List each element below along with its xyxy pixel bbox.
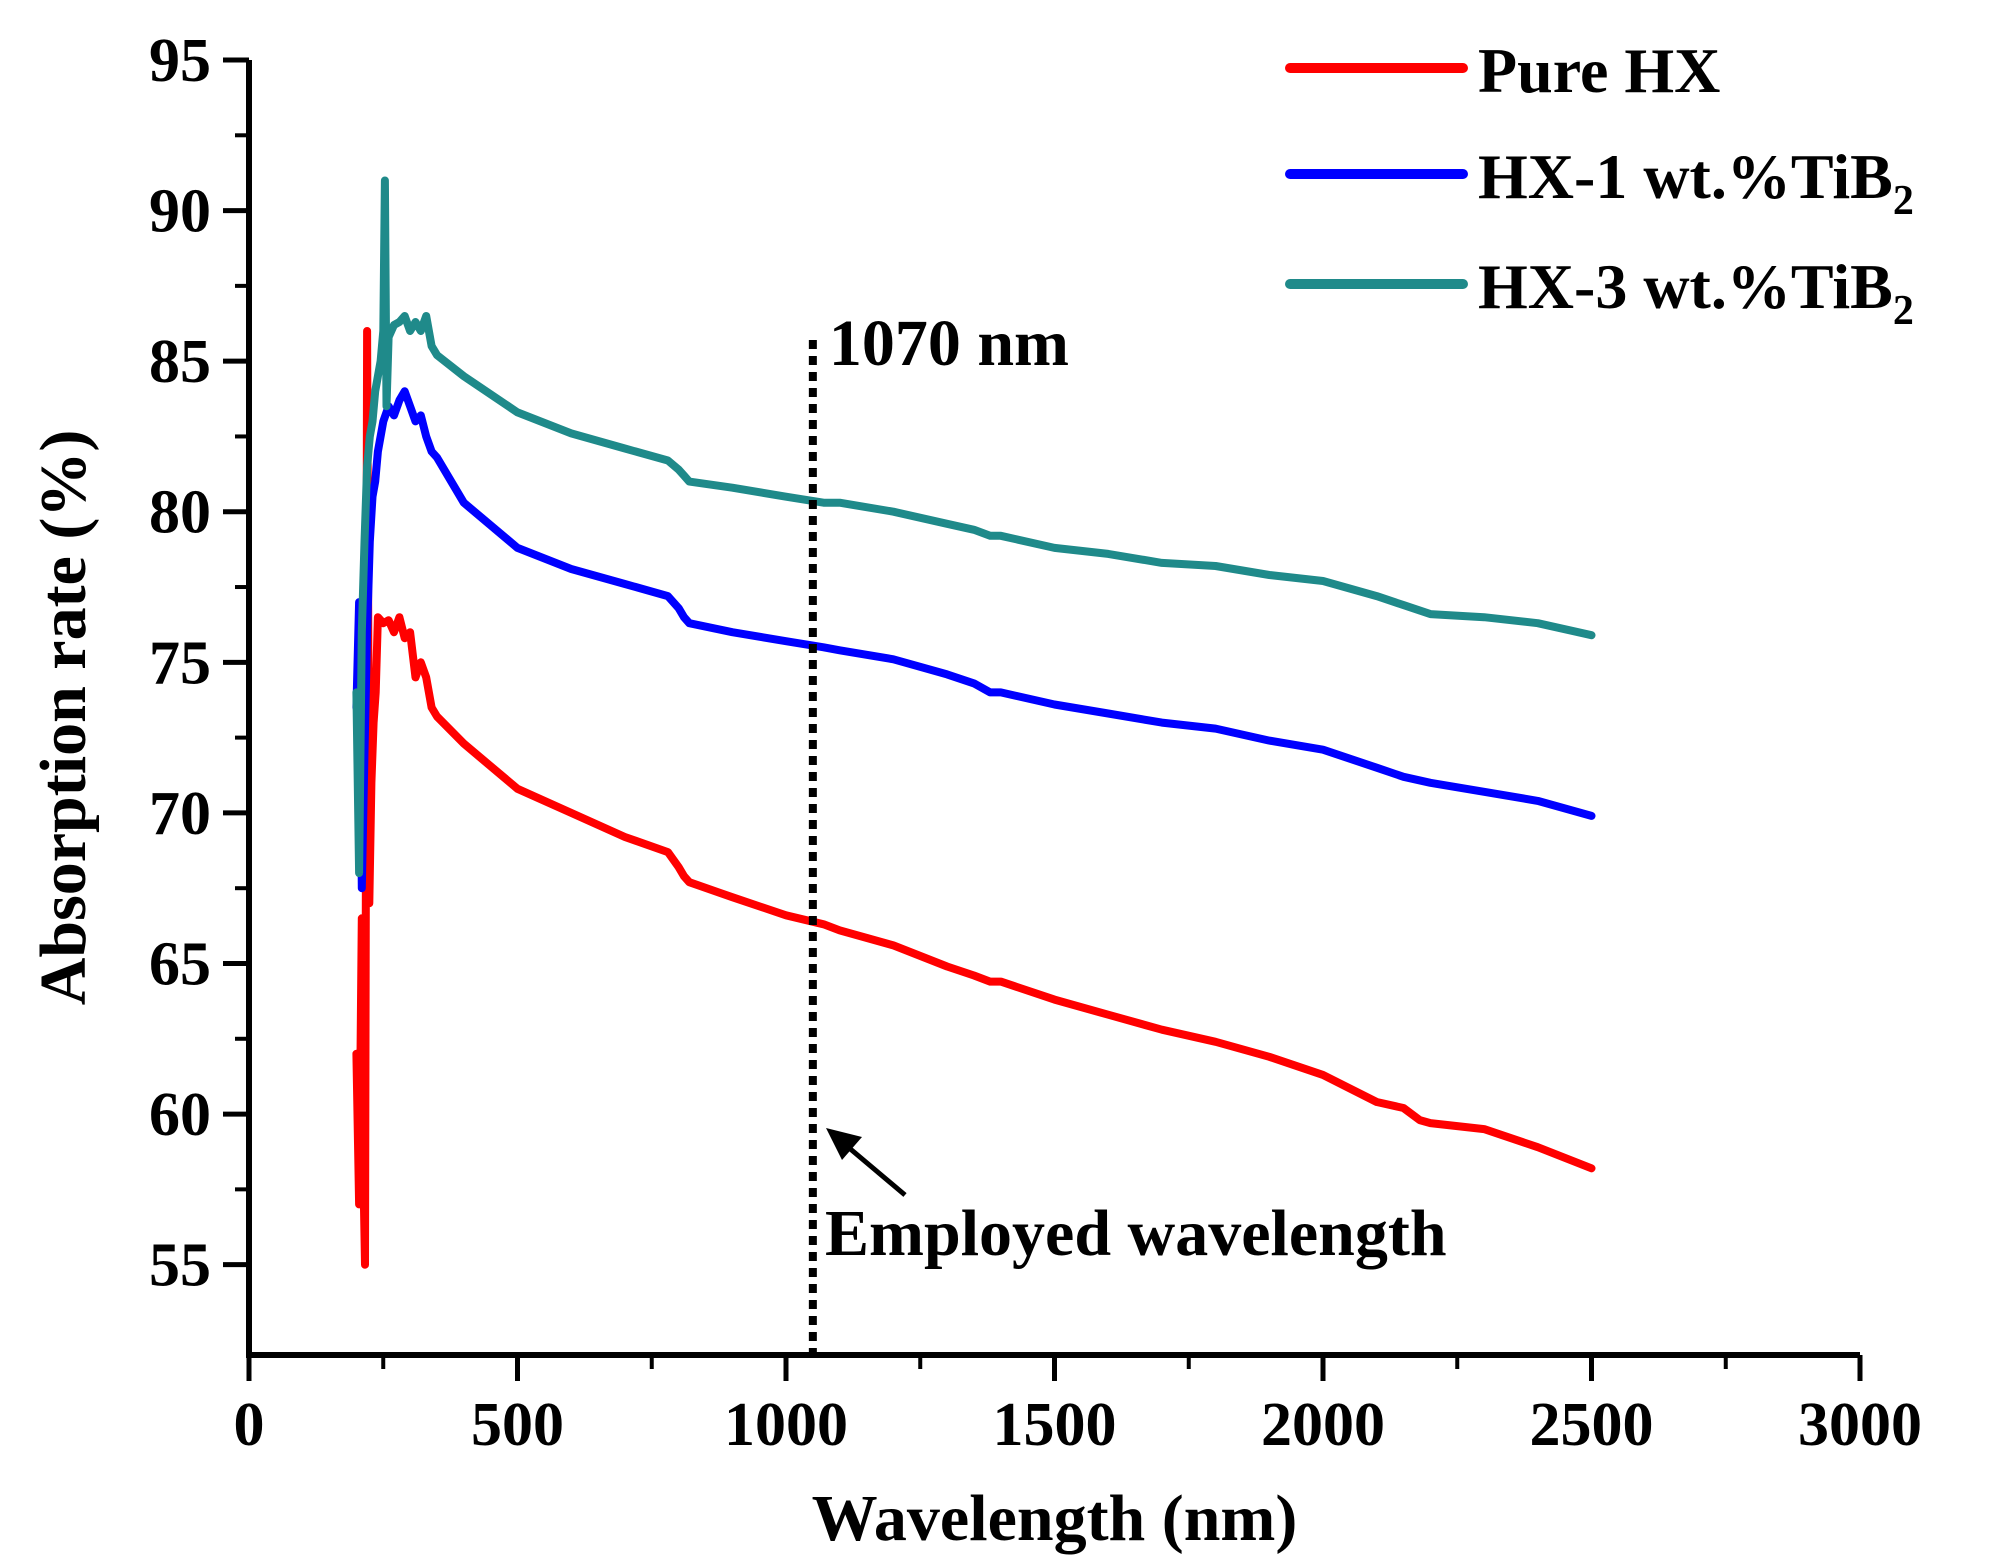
- annotation-arrow: [846, 1145, 907, 1197]
- y-tick-label: 80: [149, 479, 211, 547]
- y-axis-title: Absorption rate (%): [27, 430, 100, 1006]
- x-tick-label: 2500: [1530, 1391, 1654, 1459]
- y-tick-label: 65: [149, 930, 211, 998]
- y-tick-label: 75: [149, 629, 211, 697]
- y-tick-label: 55: [149, 1232, 211, 1300]
- legend-label-subscript: 2: [1893, 288, 1914, 334]
- x-tick-label: 500: [471, 1391, 564, 1459]
- y-tick-label: 60: [149, 1081, 211, 1149]
- x-axis-title: Wavelength (nm): [812, 1482, 1298, 1555]
- legend-label-1: Pure HX: [1478, 35, 1720, 106]
- series-line-3: [352, 176, 1596, 878]
- legend-label-main: HX-1 wt.%TiB: [1478, 141, 1893, 212]
- y-tick-label: 70: [149, 780, 211, 848]
- series-line-2: [352, 387, 1596, 893]
- x-tick-label: 1500: [993, 1391, 1117, 1459]
- x-tick-label: 1000: [724, 1391, 848, 1459]
- y-tick-label: 85: [149, 328, 211, 396]
- axes: 0 500 1000 1500 2000 2500 3000 55 60 65 70 75 80 85 90…: [149, 27, 1922, 1459]
- series-line-1: [352, 327, 1596, 1269]
- legend-label-main: HX-3 wt.%TiB: [1478, 251, 1893, 322]
- y-tick-label: 90: [149, 178, 211, 246]
- legend-label-subscript: 2: [1893, 178, 1914, 224]
- x-tick-label: 2000: [1261, 1391, 1385, 1459]
- wavelength-1070-label: 1070 nm: [829, 307, 1069, 380]
- y-tick-label: 95: [149, 27, 211, 95]
- legend-label-3: HX-3 wt.%TiB2: [1478, 251, 1914, 334]
- annotation-layer: 1070 nm Employed wavelength: [808, 307, 1447, 1355]
- legend-label-2: HX-1 wt.%TiB2: [1478, 141, 1914, 224]
- x-tick-label: 3000: [1798, 1391, 1922, 1459]
- legend-label-main: Pure HX: [1478, 35, 1720, 106]
- employed-wavelength-label: Employed wavelength: [825, 1197, 1447, 1270]
- x-tick-label: 0: [234, 1391, 265, 1459]
- annotation-arrow-head: [826, 1128, 862, 1160]
- series-layer: [352, 176, 1596, 1269]
